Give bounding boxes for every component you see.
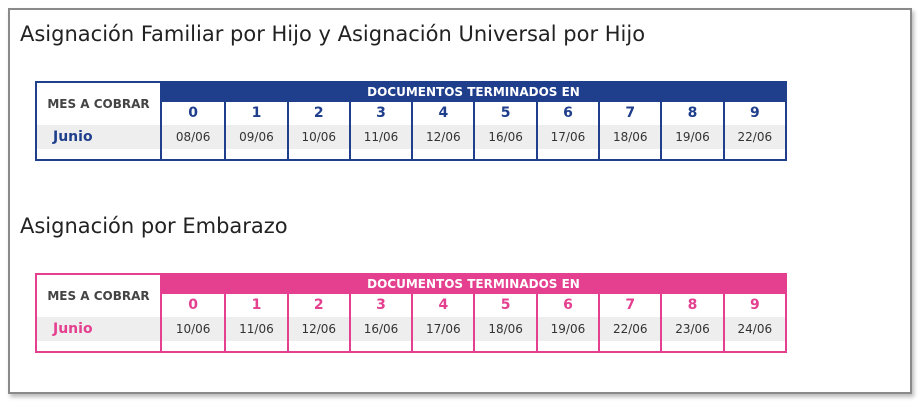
payment-date: 16/06 <box>348 317 412 351</box>
column-digit: 1 <box>224 294 286 317</box>
schedule-table: MES A COBRAR DOCUMENTOS TERMINADOS EN 0 1 2 3… <box>35 81 787 161</box>
column-digit: 7 <box>598 102 660 125</box>
payment-date: 17/06 <box>411 317 474 351</box>
column-digit: 1 <box>224 102 286 125</box>
section-title: Asignación Familiar por Hijo y Asignació… <box>20 22 646 46</box>
payment-date: 11/06 <box>224 317 287 351</box>
column-digit: 4 <box>411 294 473 317</box>
group-header: DOCUMENTOS TERMINADOS EN <box>162 83 785 102</box>
payment-date: 16/06 <box>473 125 536 159</box>
payment-date: 23/06 <box>660 317 723 351</box>
payment-date: 10/06 <box>286 125 349 159</box>
column-digit: 0 <box>188 105 199 121</box>
column-digit: 9 <box>722 102 785 125</box>
row-header: MES A COBRAR <box>37 83 162 125</box>
payment-date: 11/06 <box>348 125 412 159</box>
payment-date: 12/06 <box>286 317 349 351</box>
column-digit: 4 <box>411 102 473 125</box>
column-digit: 0 <box>188 297 199 313</box>
row-header: MES A COBRAR <box>37 275 162 317</box>
payment-date: 24/06 <box>722 317 785 351</box>
schedule-table: MES A COBRAR DOCUMENTOS TERMINADOS EN 0 1 2 3… <box>35 273 787 353</box>
month-label: Junio <box>37 317 162 351</box>
payment-date: 18/06 <box>473 317 536 351</box>
section-title: Asignación por Embarazo <box>20 214 288 238</box>
payment-date: 12/06 <box>411 125 474 159</box>
column-digit: 2 <box>286 102 349 125</box>
payment-date: 18/06 <box>598 125 661 159</box>
column-digit: 5 <box>473 294 535 317</box>
payment-date: 22/06 <box>722 125 785 159</box>
column-digit: 6 <box>535 102 598 125</box>
payment-date: 08/06 <box>162 125 225 159</box>
month-label: Junio <box>37 125 162 159</box>
column-digit: 2 <box>286 294 349 317</box>
payment-date: 10/06 <box>162 317 225 351</box>
payment-date: 17/06 <box>535 125 599 159</box>
payment-date: 19/06 <box>535 317 599 351</box>
column-digit: 6 <box>535 294 598 317</box>
payment-date: 19/06 <box>660 125 723 159</box>
payment-date: 22/06 <box>598 317 661 351</box>
group-header: DOCUMENTOS TERMINADOS EN <box>162 275 785 294</box>
column-digit: 3 <box>348 294 411 317</box>
column-digit: 9 <box>722 294 785 317</box>
payment-date: 09/06 <box>224 125 287 159</box>
column-digit: 8 <box>660 294 722 317</box>
column-digit: 7 <box>598 294 660 317</box>
column-digit: 8 <box>660 102 722 125</box>
column-digit: 3 <box>348 102 411 125</box>
frame: Asignación Familiar por Hijo y Asignació… <box>8 8 912 394</box>
column-digit: 5 <box>473 102 535 125</box>
